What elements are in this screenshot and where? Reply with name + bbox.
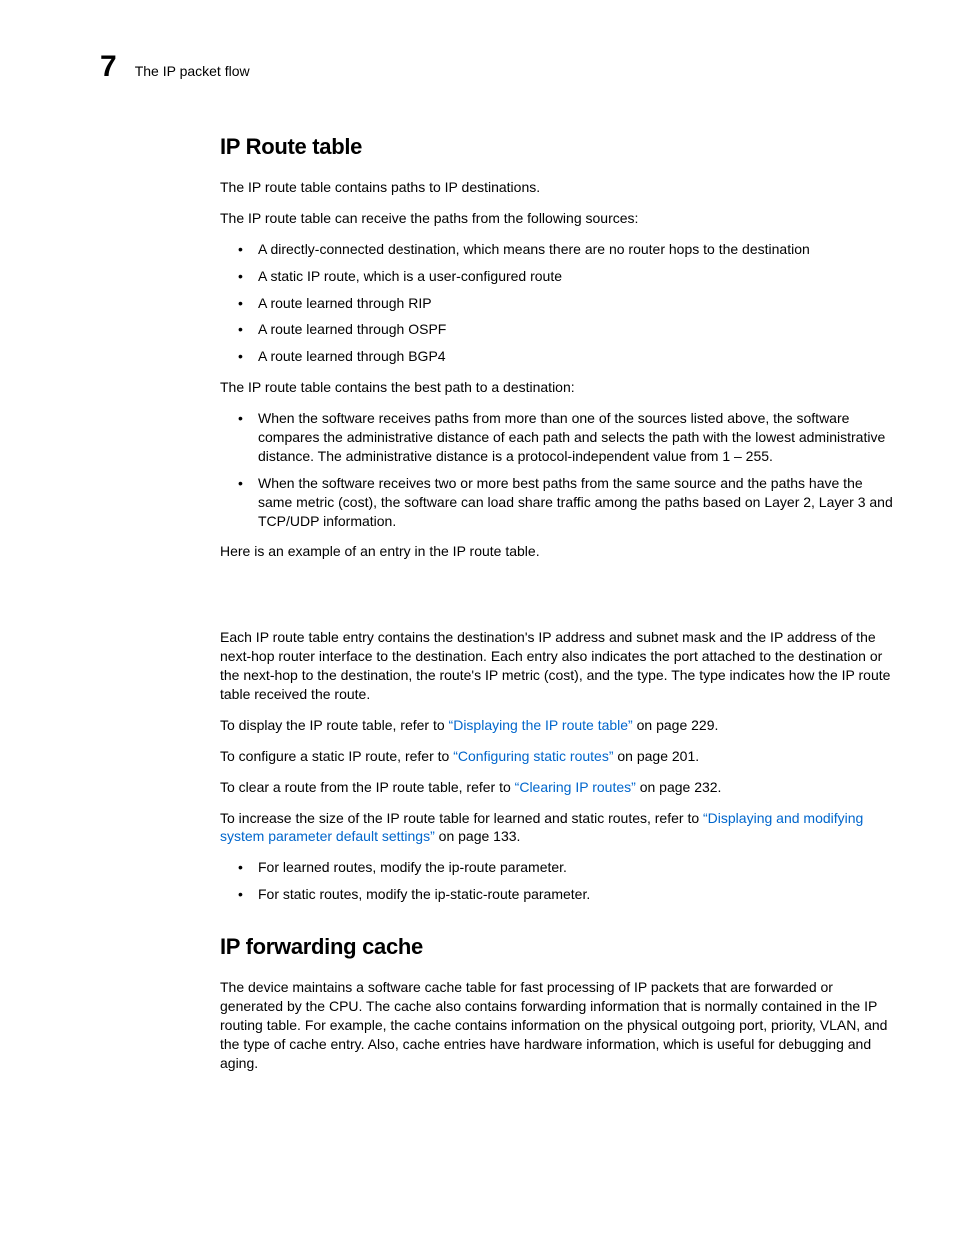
section-heading-ip-forwarding-cache: IP forwarding cache (220, 934, 894, 960)
spacer (220, 573, 894, 628)
body-text: The IP route table can receive the paths… (220, 209, 894, 228)
cross-reference-link[interactable]: “Configuring static routes” (453, 748, 613, 764)
cross-reference-link[interactable]: “Clearing IP routes” (515, 779, 636, 795)
list-item: A directly-connected destination, which … (220, 240, 894, 259)
page-header: 7 The IP packet flow (100, 50, 894, 84)
bullet-list: For learned routes, modify the ip-route … (220, 858, 894, 904)
body-text: To configure a static IP route, refer to… (220, 747, 894, 766)
text-fragment: on page 201. (614, 748, 700, 764)
body-text: The IP route table contains paths to IP … (220, 178, 894, 197)
text-fragment: To display the IP route table, refer to (220, 717, 449, 733)
bullet-list: When the software receives paths from mo… (220, 409, 894, 530)
body-text: The device maintains a software cache ta… (220, 978, 894, 1072)
list-item: For static routes, modify the ip-static-… (220, 885, 894, 904)
bullet-list: A directly-connected destination, which … (220, 240, 894, 366)
text-fragment: To increase the size of the IP route tab… (220, 810, 703, 826)
list-item: A route learned through BGP4 (220, 347, 894, 366)
main-content: IP Route table The IP route table contai… (220, 134, 894, 1073)
text-fragment: To clear a route from the IP route table… (220, 779, 515, 795)
body-text: To increase the size of the IP route tab… (220, 809, 894, 847)
body-text: Here is an example of an entry in the IP… (220, 542, 894, 561)
text-fragment: on page 229. (633, 717, 719, 733)
body-text: To clear a route from the IP route table… (220, 778, 894, 797)
page-container: 7 The IP packet flow IP Route table The … (0, 0, 954, 1145)
text-fragment: on page 133. (435, 828, 521, 844)
list-item: A static IP route, which is a user-confi… (220, 267, 894, 286)
list-item: A route learned through RIP (220, 294, 894, 313)
body-text: Each IP route table entry contains the d… (220, 628, 894, 704)
list-item: A route learned through OSPF (220, 320, 894, 339)
list-item: When the software receives paths from mo… (220, 409, 894, 466)
chapter-number: 7 (100, 50, 117, 84)
list-item: When the software receives two or more b… (220, 474, 894, 531)
text-fragment: on page 232. (636, 779, 722, 795)
body-text: To display the IP route table, refer to … (220, 716, 894, 735)
body-text: The IP route table contains the best pat… (220, 378, 894, 397)
cross-reference-link[interactable]: “Displaying the IP route table” (449, 717, 633, 733)
text-fragment: To configure a static IP route, refer to (220, 748, 453, 764)
list-item: For learned routes, modify the ip-route … (220, 858, 894, 877)
header-title: The IP packet flow (135, 63, 250, 79)
section-heading-ip-route-table: IP Route table (220, 134, 894, 160)
